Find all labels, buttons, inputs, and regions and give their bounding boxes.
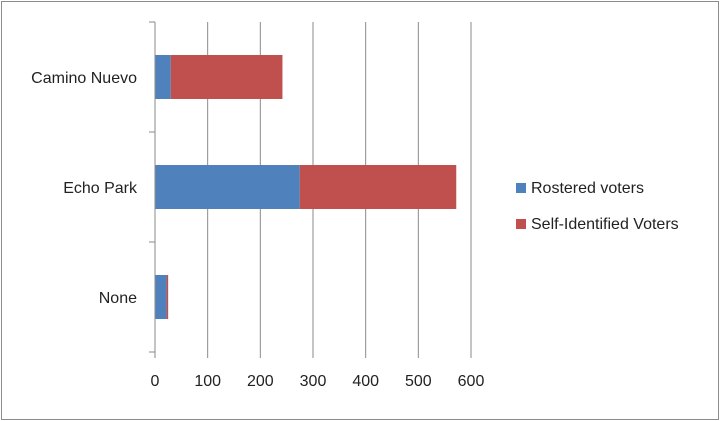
x-tick-label-300: 300: [300, 373, 327, 390]
x-tick-label-500: 500: [405, 373, 432, 390]
bar-none-series-1: [166, 275, 169, 319]
legend: Rostered voters Self-Identified Voters: [516, 180, 679, 233]
category-label-echo-park: Echo Park: [63, 180, 138, 197]
bar-camino-nuevo-series-0: [155, 55, 171, 99]
bar-none-series-0: [155, 275, 167, 319]
legend-label-1: Self-Identified Voters: [531, 216, 679, 233]
x-tick-label-100: 100: [194, 373, 221, 390]
category-label-none: None: [99, 290, 137, 307]
x-tick-label-400: 400: [352, 373, 379, 390]
category-label-camino-nuevo: Camino Nuevo: [31, 70, 137, 87]
axes: [149, 21, 472, 358]
legend-swatch-0: [516, 183, 526, 193]
category-labels: Camino Nuevo Echo Park None: [31, 70, 138, 307]
legend-swatch-1: [516, 219, 526, 229]
x-tick-label-200: 200: [247, 373, 274, 390]
x-tick-label-0: 0: [151, 373, 160, 390]
bar-echo-park-series-0: [155, 165, 300, 209]
bar-camino-nuevo-series-1: [170, 55, 283, 99]
legend-label-0: Rostered voters: [531, 180, 644, 197]
x-tick-labels: 0 100 200 300 400 500 600: [151, 373, 485, 390]
bar-echo-park-series-1: [299, 165, 457, 209]
bars: [155, 55, 457, 319]
x-tick-label-600: 600: [458, 373, 485, 390]
